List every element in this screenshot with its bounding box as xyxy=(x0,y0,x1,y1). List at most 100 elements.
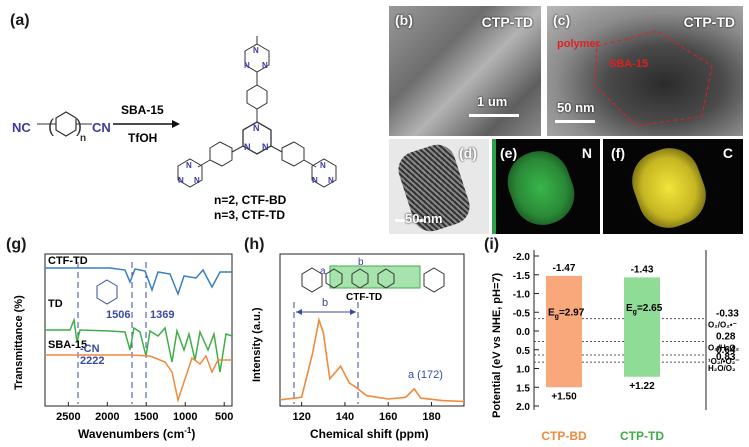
band-ytick-label: -1.0 xyxy=(513,290,531,301)
ftir-xtick-label: 1500 xyxy=(134,411,158,423)
redox-level-couple: ¹O₂/•O₂⁻ xyxy=(708,357,739,366)
top-benzene-ring xyxy=(246,84,268,110)
triazine-glyph xyxy=(96,279,118,305)
top-n-2: N xyxy=(244,61,250,70)
panel-c-title: CTP-TD xyxy=(683,14,735,30)
panel-a-label: (a) xyxy=(10,12,30,29)
central-triazine-ring xyxy=(242,121,272,155)
ftir-ylabel: Transmittance (%) xyxy=(13,295,25,390)
central-n-top: N xyxy=(253,123,260,133)
eds-map-n: (e) N xyxy=(492,139,600,234)
top-triazine-ring xyxy=(244,43,270,73)
vb-label: +1.50 xyxy=(551,391,577,402)
nmr-chart: Intensity (a.u.) Chemical shift (ppm) 12… xyxy=(251,253,465,441)
right-n-2: N xyxy=(312,176,318,185)
scale-bar-d xyxy=(395,219,425,222)
nmr-arrow-right-head xyxy=(350,309,356,315)
c-signal xyxy=(623,139,715,234)
redox-level-couple: O₂/O₂•⁻ xyxy=(708,321,737,330)
molecule-benzene-3 xyxy=(377,268,395,289)
right-benzene-ring xyxy=(281,141,305,167)
nmr-arrow-left-head xyxy=(296,309,302,315)
panel-h-label: (h) xyxy=(244,236,265,253)
tem-image-c: (c) CTP-TD polymer SBA-15 50 nm xyxy=(547,6,743,136)
panel-c-label: (c) xyxy=(553,12,571,28)
nmr-xtick-label: 160 xyxy=(379,411,397,423)
band-category-label: CTP-TD xyxy=(620,429,664,443)
panel-c-scale: 50 nm xyxy=(557,100,595,115)
ftir-xtick-label: 500 xyxy=(215,411,233,423)
panel-d-scale: 50 nm xyxy=(405,211,443,226)
monomer-benzene-ring xyxy=(55,111,77,137)
product-label-td: n=3, CTF-TD xyxy=(214,208,285,222)
panel-e-label: (e) xyxy=(500,145,518,161)
panel-f-label: (f) xyxy=(611,145,625,161)
panel-i-label: (i) xyxy=(484,236,500,253)
nmr-xtick-label: 140 xyxy=(336,411,354,423)
nmr-xlabel: Chemical shift (ppm) xyxy=(310,427,429,441)
central-n-left: N xyxy=(244,142,251,152)
redox-level-value: 0.28 xyxy=(716,332,736,343)
left-triazine-ring xyxy=(177,158,203,188)
eds-map-c: (f) C xyxy=(603,139,743,234)
nmr-peak-label: a (172) xyxy=(408,369,443,381)
polymer-label: polymer xyxy=(557,38,600,50)
tem-image-d: (d) 50 nm xyxy=(389,139,489,234)
scale-bar-c xyxy=(555,120,595,123)
nmr-xtick-label: 120 xyxy=(292,411,310,423)
top-n-3: N xyxy=(262,61,268,70)
scale-bar-b xyxy=(469,114,519,117)
ftir-ann-1369: 1369 xyxy=(150,309,174,321)
band-diagram: Potential (eV vs NHE, pH=7) -2.0 -1.5 -1.0… xyxy=(491,250,740,443)
molecule-name: CTF-TD xyxy=(346,292,382,303)
right-n-1: N xyxy=(320,161,326,170)
sba-outline xyxy=(594,30,713,127)
monomer-right-cn: CN xyxy=(92,120,111,135)
band-ytick-label: 2.0 xyxy=(516,402,530,413)
panel-f-element: C xyxy=(722,145,733,161)
condition-sba15: SBA-15 xyxy=(121,103,164,117)
right-n-3: N xyxy=(328,176,334,185)
band-ytick-label: 0.5 xyxy=(516,346,530,357)
vb-label: +1.22 xyxy=(629,381,655,392)
sem-image-b: (b) CTP-TD 1 um xyxy=(389,6,541,136)
molecule-triazine-right xyxy=(423,267,445,293)
cb-label: -1.47 xyxy=(553,263,576,274)
band-ytick-label: 1.0 xyxy=(516,365,530,376)
redox-level-value: 0.83 xyxy=(716,352,736,363)
ftir-xlabel: Wavenumbers (cm-1) xyxy=(78,426,195,441)
band-ytick-label: 0.0 xyxy=(516,327,530,338)
series-label-sba15: SBA-15 xyxy=(48,339,87,351)
panel-b-title: CTP-TD xyxy=(481,14,533,30)
series-ctf-td xyxy=(45,267,232,297)
panel-b-label: (b) xyxy=(395,12,413,28)
panel-e-element: N xyxy=(581,145,592,161)
top-n-1: N xyxy=(253,46,259,55)
band-ytick-label: -2.0 xyxy=(513,252,531,263)
product-label-bd: n=2, CTF-BD xyxy=(214,193,287,207)
sba15-label: SBA-15 xyxy=(609,58,649,70)
nmr-xtick-label: 180 xyxy=(422,411,440,423)
panel-d-label: (d) xyxy=(459,145,477,161)
series-label-td: TD xyxy=(48,298,63,310)
left-n-2: N xyxy=(178,176,184,185)
molecule-label-b: b xyxy=(358,257,364,268)
molecule-benzene-1 xyxy=(325,268,343,289)
series-label-ctf-td: CTF-TD xyxy=(48,255,88,267)
central-n-right: N xyxy=(262,142,269,152)
monomer-left-nc: NC xyxy=(12,120,31,135)
synthesis-scheme: NC ( ) n CN SBA-15 TfOH N N N N N N N N … xyxy=(12,36,337,222)
ftir-ann-1506: 1506 xyxy=(106,309,130,321)
band-ytick-label: -0.5 xyxy=(513,308,531,319)
molecule-benzene-2 xyxy=(351,268,369,289)
condition-tfoh: TfOH xyxy=(128,131,157,145)
band-gap-label: Eg=2.65 xyxy=(626,303,663,316)
panel-b-scale: 1 um xyxy=(477,94,508,109)
cb-label: -1.43 xyxy=(631,264,654,275)
nmr-ylabel: Intensity (a.u.) xyxy=(251,307,263,382)
monomer-subscript-n: n xyxy=(80,133,86,144)
nmr-spectrum xyxy=(279,316,465,403)
ftir-chart: Transmittance (%) Wavenumbers (cm-1) 250… xyxy=(13,253,233,441)
molecule-triazine-left xyxy=(301,267,323,293)
band-ytick-label: -1.5 xyxy=(513,271,531,282)
